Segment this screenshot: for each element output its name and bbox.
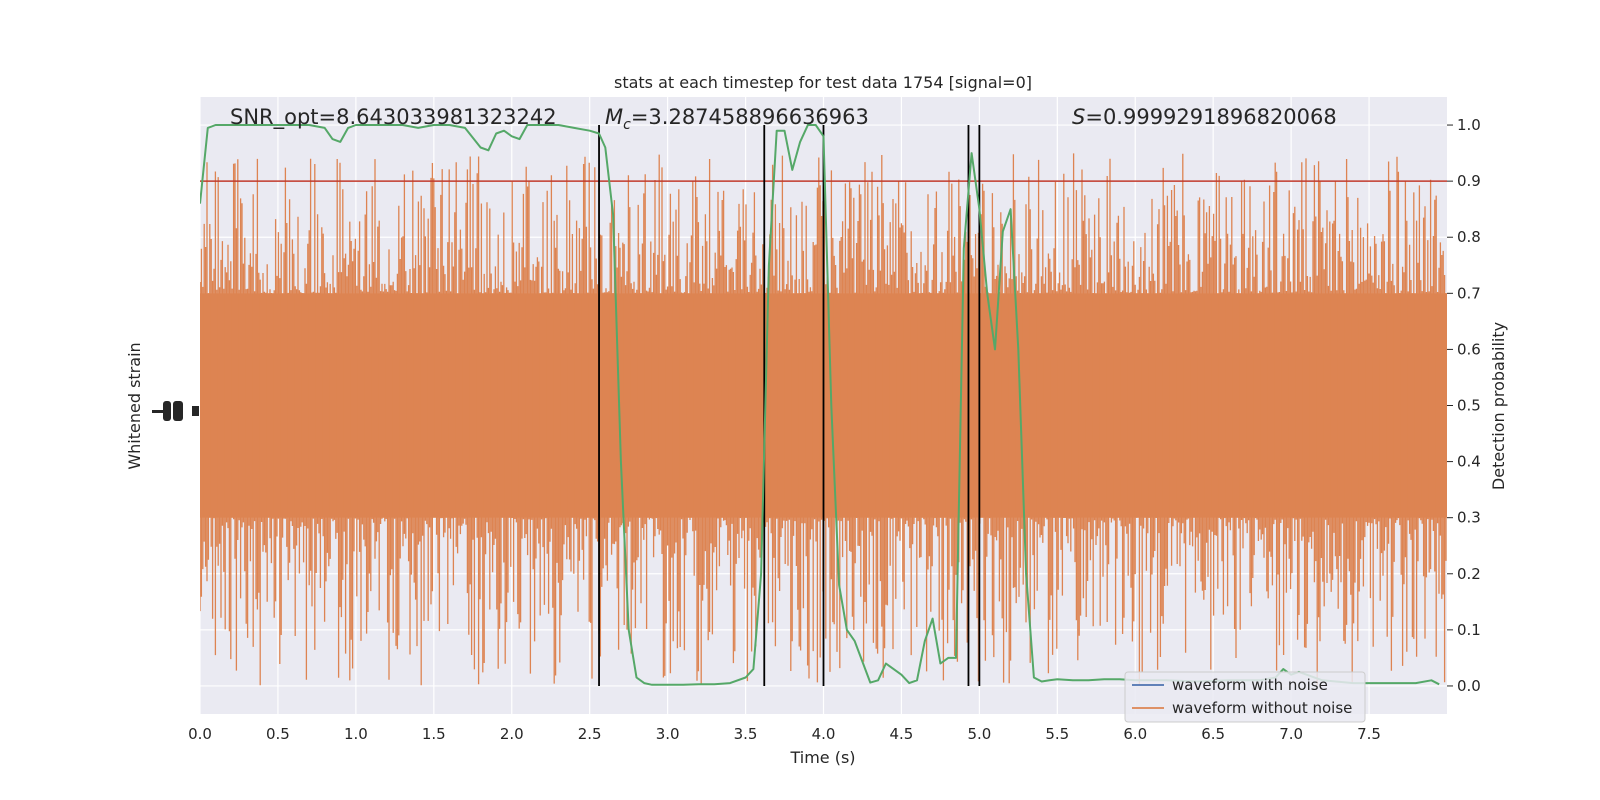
y-tick-label: 0.6: [1457, 340, 1481, 358]
y-tick-label: 0.5: [1457, 397, 1481, 415]
x-tick-label: 5.5: [1045, 725, 1069, 743]
y-tick-label: 0.9: [1457, 172, 1481, 190]
x-tick-label: 4.0: [812, 725, 836, 743]
detection-probability-line: [200, 124, 1440, 686]
x-tick-label: 7.0: [1279, 725, 1303, 743]
y-tick-label: 0.2: [1457, 565, 1481, 583]
x-tick-label: 2.5: [578, 725, 602, 743]
y-tick-label: 0.4: [1457, 453, 1481, 471]
x-tick-label: 2.0: [500, 725, 524, 743]
x-tick-label: 1.5: [422, 725, 446, 743]
x-tick-label: 5.0: [967, 725, 991, 743]
x-tick-label: 7.5: [1357, 725, 1381, 743]
snr-annotation: SNR_opt=8.643033981323242: [230, 105, 557, 130]
x-tick-label: 4.5: [890, 725, 914, 743]
s-annotation: S=0.9999291896820068: [1072, 105, 1337, 129]
left-axis-tick-clutter: [152, 401, 199, 421]
y-tick-label: 0.1: [1457, 621, 1481, 639]
legend-entry-without-noise: waveform without noise: [1172, 699, 1352, 717]
y-axis-left-label: Whitened strain: [125, 342, 144, 469]
x-tick-label: 0.5: [266, 725, 290, 743]
y-tick-label: 1.0: [1457, 116, 1481, 134]
y-axis-right-ticks: 0.0 0.1 0.2 0.3 0.4 0.5 0.6 0.7 0.8 0.9 1.0: [1447, 116, 1481, 695]
chirp-mass-annotation: Mc=3.287458896636963: [605, 105, 869, 133]
y-tick-label: 0.8: [1457, 228, 1481, 246]
y-tick-label: 0.0: [1457, 677, 1481, 695]
noise-spikes: [200, 153, 1447, 686]
x-axis-label: Time (s): [789, 748, 855, 767]
vertical-marker-lines: [598, 125, 981, 686]
x-tick-label: 6.0: [1123, 725, 1147, 743]
x-tick-label: 1.0: [344, 725, 368, 743]
x-tick-label: 3.0: [656, 725, 680, 743]
x-tick-label: 0.0: [188, 725, 212, 743]
y-tick-label: 0.3: [1457, 509, 1481, 527]
detection-probability-series: [200, 124, 1440, 686]
x-axis-ticks: 0.0 0.5 1.0 1.5 2.0 2.5 3.0 3.5 4.0 4.5 5.0 5.5 6.0 6…: [188, 725, 1381, 743]
legend-box: [1124, 671, 1366, 723]
x-tick-label: 3.5: [734, 725, 758, 743]
legend: waveform with noise waveform without noi…: [1124, 671, 1366, 723]
y-axis-right-label: Detection probability: [1489, 322, 1508, 490]
legend-entry-with-noise: waveform with noise: [1172, 676, 1328, 694]
y-tick-label: 0.7: [1457, 284, 1481, 302]
x-tick-label: 6.5: [1201, 725, 1225, 743]
chart-title: stats at each timestep for test data 175…: [614, 73, 1032, 92]
